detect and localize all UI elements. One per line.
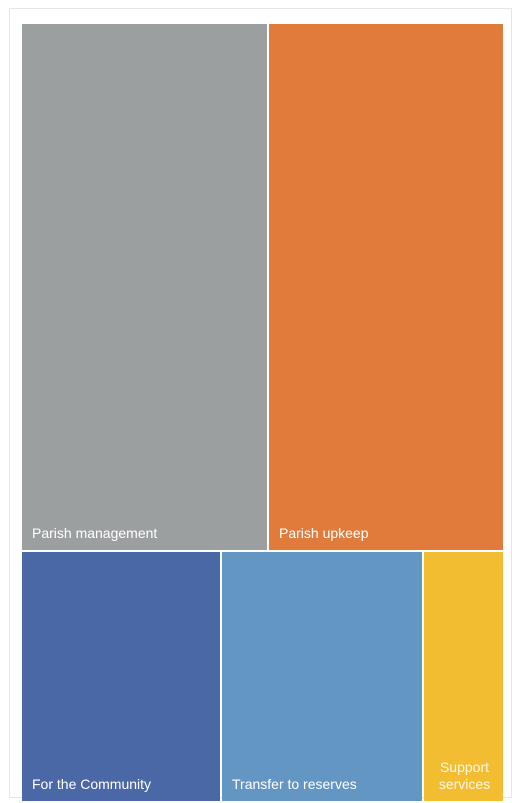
tile-label-parish-upkeep: Parish upkeep [279,525,369,541]
tile-label-transfer-to-reserves: Transfer to reserves [232,776,357,792]
tile-transfer-to-reserves: Transfer to reserves [222,552,422,801]
tile-parish-upkeep: Parish upkeep [269,24,503,550]
treemap-chart: Parish management Parish upkeep For the … [22,24,503,801]
tile-parish-management: Parish management [22,24,267,550]
tile-label-parish-management: Parish management [32,525,158,541]
tile-label-for-the-community: For the Community [32,776,152,792]
tile-for-the-community: For the Community [22,552,220,801]
tile-support-services: Support services [424,552,503,801]
tile-label-support-services: Support services [438,759,491,792]
